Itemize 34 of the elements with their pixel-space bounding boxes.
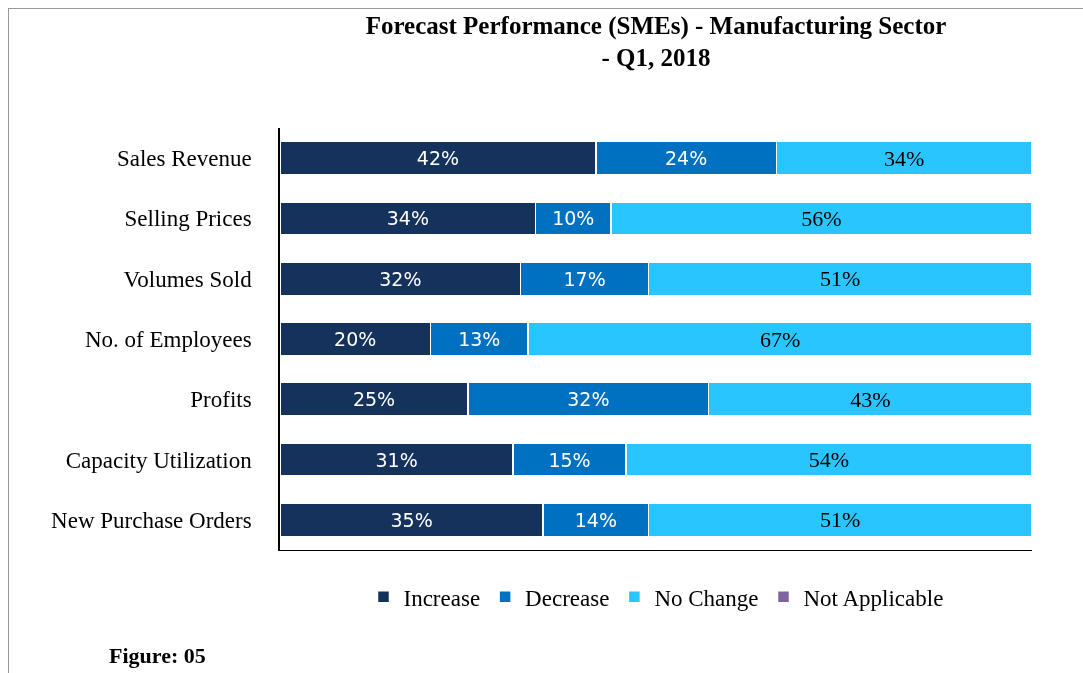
legend-label: Decrease — [525, 585, 610, 611]
data-label: 17% — [563, 267, 606, 290]
data-label: 32% — [379, 267, 422, 290]
data-label: 51% — [820, 507, 861, 533]
y-tick-label: No. of Employees — [84, 327, 252, 353]
data-label: 54% — [808, 447, 850, 473]
data-label: 20% — [334, 328, 377, 350]
legend-label: No Change — [654, 585, 759, 611]
data-label: 56% — [801, 205, 842, 231]
y-tick-label: Capacity Utilization — [65, 447, 253, 473]
data-label: 34% — [386, 207, 429, 230]
data-label: 13% — [458, 328, 501, 350]
data-label: 32% — [567, 388, 610, 411]
y-tick-label: New Purchase Orders — [51, 507, 252, 533]
legend-label: Not Applicable — [803, 585, 944, 611]
data-label: 51% — [820, 266, 861, 292]
data-label: 10% — [552, 207, 595, 230]
data-label: 43% — [850, 386, 891, 412]
y-tick-label: Selling Prices — [124, 206, 252, 232]
data-label: 31% — [375, 448, 418, 471]
data-label: 25% — [352, 388, 396, 411]
data-label: 34% — [884, 145, 925, 171]
y-tick-label: Profits — [190, 387, 252, 413]
y-tick-label: Sales Revenue — [116, 146, 252, 172]
legend-label: Increase — [403, 585, 481, 611]
data-label: 14% — [574, 508, 617, 531]
y-tick-label: Volumes Sold — [123, 266, 253, 292]
data-label: 35% — [390, 508, 433, 531]
data-label: 15% — [548, 448, 591, 471]
data-label: 67% — [759, 326, 801, 352]
data-label: 42% — [416, 147, 460, 170]
text: Figure: 05 — [109, 643, 206, 668]
chart-title: Forecast Performance (SMEs) - Manufacturing Sector - Q1, 2018 — [365, 11, 947, 72]
data-label: 24% — [664, 147, 708, 170]
